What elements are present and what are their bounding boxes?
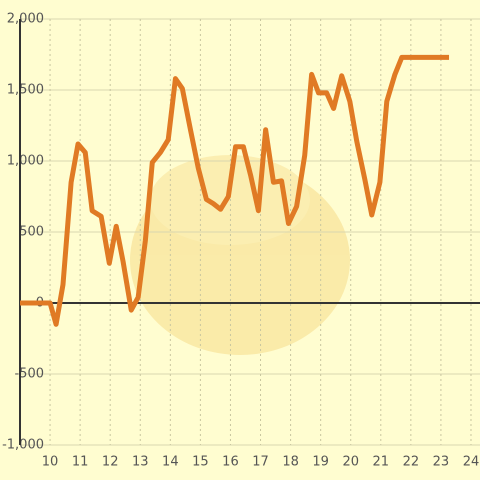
- y-tick-label: 2,000: [7, 12, 44, 27]
- x-tick-label: 10: [42, 455, 59, 470]
- x-tick-label: 12: [102, 455, 119, 470]
- y-tick-label: 500: [19, 225, 44, 240]
- x-tick-label: 11: [72, 455, 89, 470]
- x-tick-label: 13: [132, 455, 149, 470]
- x-tick-label: 14: [162, 455, 179, 470]
- x-tick-label: 17: [252, 455, 269, 470]
- y-tick-label: 1,000: [7, 154, 44, 169]
- data-line: [20, 54, 450, 327]
- x-tick-label: 15: [192, 455, 209, 470]
- y-tick-label: -1,000: [2, 438, 44, 453]
- y-tick-label: 1,500: [7, 83, 44, 98]
- x-tick-label: 19: [312, 455, 329, 470]
- y-tick-label: -500: [14, 367, 44, 382]
- x-tick-label: 20: [342, 455, 359, 470]
- x-tick-label: 16: [222, 455, 239, 470]
- x-tick-label: 18: [282, 455, 299, 470]
- x-tick-label: 23: [433, 455, 450, 470]
- x-tick-label: 21: [373, 455, 390, 470]
- x-tick-label: 22: [403, 455, 420, 470]
- x-tick-label: 24: [463, 455, 480, 470]
